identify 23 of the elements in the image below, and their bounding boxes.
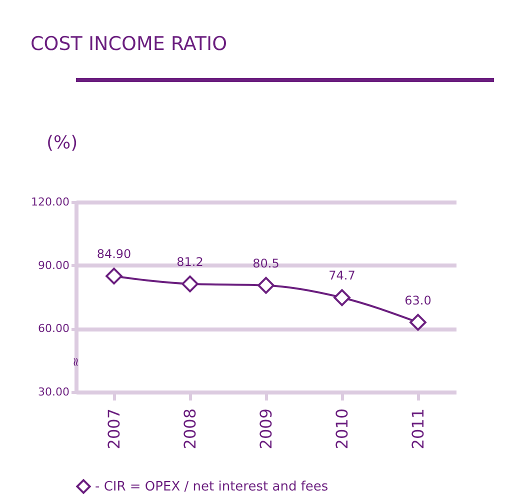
data-label: 74.7 xyxy=(328,268,356,283)
x-tick-label: 2008 xyxy=(180,408,200,450)
data-label: 84.90 xyxy=(96,247,132,262)
x-tick-label: 2010 xyxy=(332,408,352,450)
y-tick-label: 120.00 xyxy=(31,196,70,208)
x-tick-label: 2011 xyxy=(408,408,428,450)
point xyxy=(258,276,274,294)
y-axis-title: (%) xyxy=(46,132,78,154)
y-tick-label: 30.00 xyxy=(38,386,70,398)
x-tick-label: 2007 xyxy=(104,408,124,450)
data-label: 63.0 xyxy=(404,293,432,308)
chart-title: COST INCOME RATIO xyxy=(30,33,228,55)
legend-label: - CIR = OPEX / net interest and fees xyxy=(95,480,328,494)
data-label: 81.2 xyxy=(176,254,204,269)
data-label: 80.5 xyxy=(252,256,280,270)
point xyxy=(106,268,122,285)
x-tick-label: 2009 xyxy=(256,408,276,450)
point xyxy=(182,275,198,292)
point xyxy=(334,289,350,306)
point xyxy=(410,314,426,331)
annotation: ≈ xyxy=(69,356,83,368)
y-tick-label: 90.00 xyxy=(38,258,70,272)
y-tick-label: 60.00 xyxy=(38,322,70,336)
